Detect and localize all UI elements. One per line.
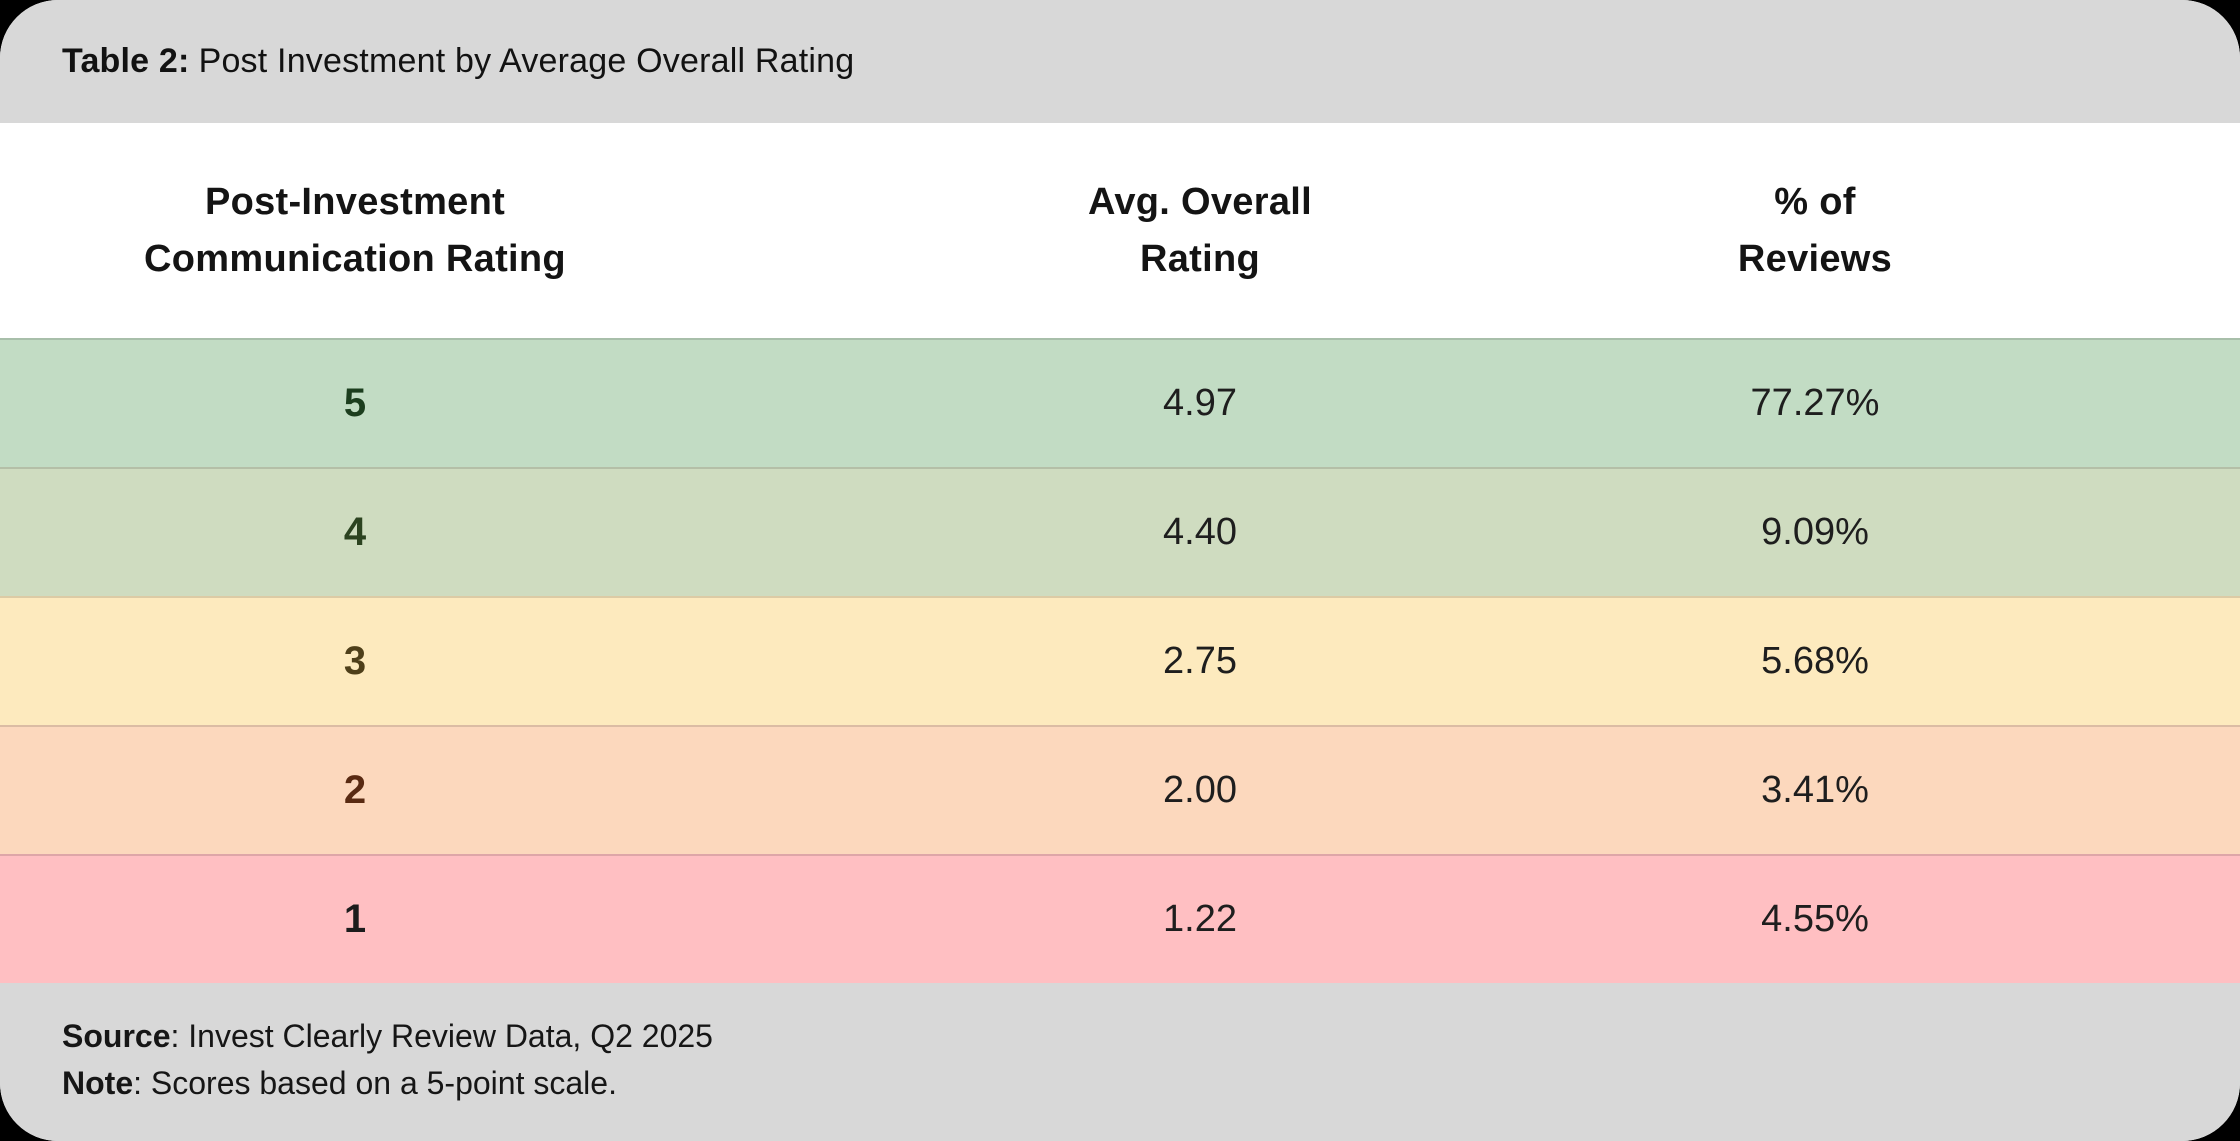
avg-overall-value: 4.97 xyxy=(1163,382,1237,424)
table-row-rating-4: 4 4.40 9.09% xyxy=(0,467,2240,596)
table-title-bar: Table 2: Post Investment by Average Over… xyxy=(0,0,2240,123)
table-title-prefix: Table 2: xyxy=(62,42,190,80)
source-line: Source: Invest Clearly Review Data, Q2 2… xyxy=(62,1013,2178,1060)
table-row-rating-3: 3 2.75 5.68% xyxy=(0,596,2240,725)
table-row-rating-1: 1 1.22 4.55% xyxy=(0,854,2240,983)
table-title-text: Post Investment by Average Overall Ratin… xyxy=(198,42,855,80)
header-pct-of-reviews: % of Reviews xyxy=(1737,181,1893,280)
pct-reviews-value: 5.68% xyxy=(1761,640,1869,682)
pct-reviews-value: 4.55% xyxy=(1761,898,1869,940)
source-label: Source xyxy=(62,1018,171,1054)
header-communication-rating: Post-Investment Communication Rating xyxy=(144,181,566,280)
note-text: : Scores based on a 5-point scale. xyxy=(133,1065,617,1102)
pct-reviews-value: 9.09% xyxy=(1761,511,1869,553)
rating-value: 3 xyxy=(343,639,367,683)
rating-value: 2 xyxy=(343,768,367,812)
note-label: Note xyxy=(62,1065,134,1102)
avg-overall-value: 2.75 xyxy=(1163,640,1237,682)
rating-value: 4 xyxy=(343,510,367,554)
table-header-row: Post-Investment Communication Rating Avg… xyxy=(0,123,2240,338)
table-row-rating-2: 2 2.00 3.41% xyxy=(0,725,2240,854)
avg-overall-value: 1.22 xyxy=(1163,898,1237,940)
avg-overall-value: 4.40 xyxy=(1163,511,1237,553)
rating-value: 1 xyxy=(343,897,367,941)
pct-reviews-value: 77.27% xyxy=(1750,382,1880,424)
avg-overall-value: 2.00 xyxy=(1163,769,1237,811)
table-row-rating-5: 5 4.97 77.27% xyxy=(0,338,2240,467)
note-line: Note: Scores based on a 5-point scale. xyxy=(62,1060,2178,1107)
table-footnote-bar: Source: Invest Clearly Review Data, Q2 2… xyxy=(0,983,2240,1141)
header-avg-overall-rating: Avg. Overall Rating xyxy=(1088,181,1312,280)
rating-value: 5 xyxy=(343,381,367,425)
source-text: : Invest Clearly Review Data, Q2 2025 xyxy=(170,1018,713,1054)
pct-reviews-value: 3.41% xyxy=(1761,769,1869,811)
